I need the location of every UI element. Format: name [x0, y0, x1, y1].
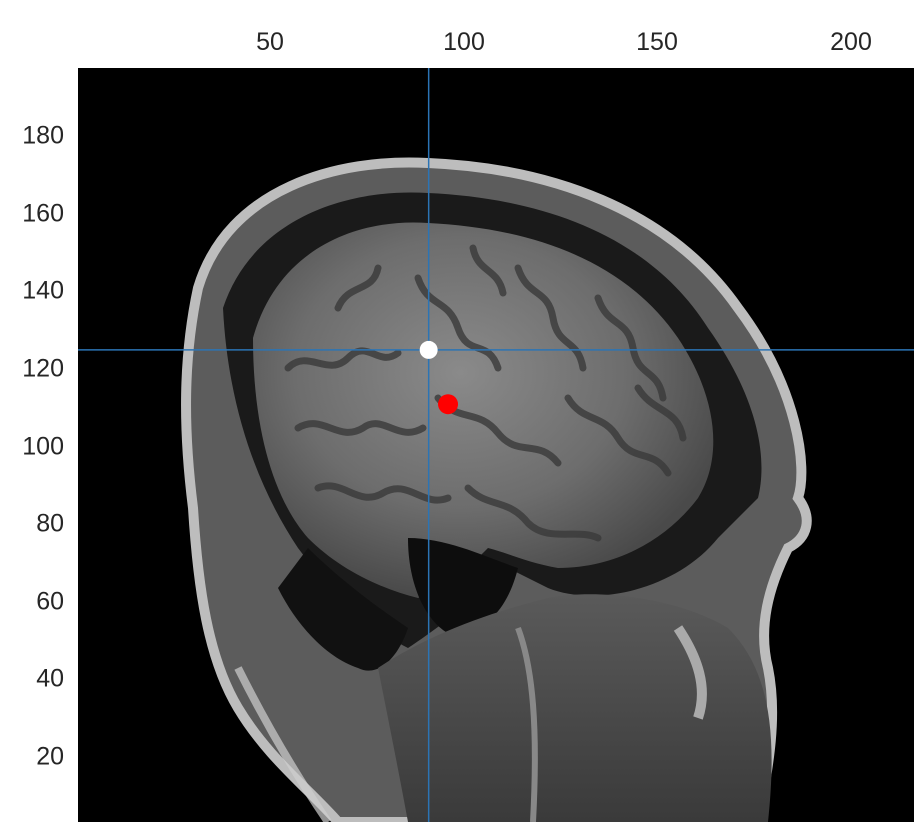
y-tick-label: 140	[22, 276, 64, 305]
y-tick-label: 180	[22, 121, 64, 150]
spine-edge	[515, 626, 538, 822]
y-tick-label: 100	[22, 432, 64, 461]
brain-cortex	[253, 222, 714, 598]
ventricle-dark	[408, 538, 518, 638]
x-tick-label: 100	[443, 28, 485, 56]
y-tick-label: 160	[22, 199, 64, 228]
lower-dark-region	[278, 548, 408, 671]
y-tick-label: 120	[22, 354, 64, 383]
crosshair-overlay	[78, 68, 914, 822]
nasal-structure	[673, 625, 707, 720]
y-tick-label: 20	[36, 742, 64, 771]
target-point-marker[interactable]	[438, 394, 459, 415]
y-tick-label: 60	[36, 587, 64, 616]
posterior-scalp-edge	[234, 666, 332, 822]
y-tick-label: 40	[36, 664, 64, 693]
x-tick-label: 50	[256, 28, 284, 56]
current-point-marker[interactable]	[419, 340, 438, 359]
x-tick-label: 150	[636, 28, 678, 56]
neck	[378, 594, 772, 822]
brain-gyri	[284, 244, 687, 542]
mri-sagittal-brain-slice	[181, 157, 812, 822]
y-tick-label: 80	[36, 509, 64, 538]
image-viewport[interactable]	[78, 68, 914, 822]
x-tick-label: 200	[830, 28, 872, 56]
